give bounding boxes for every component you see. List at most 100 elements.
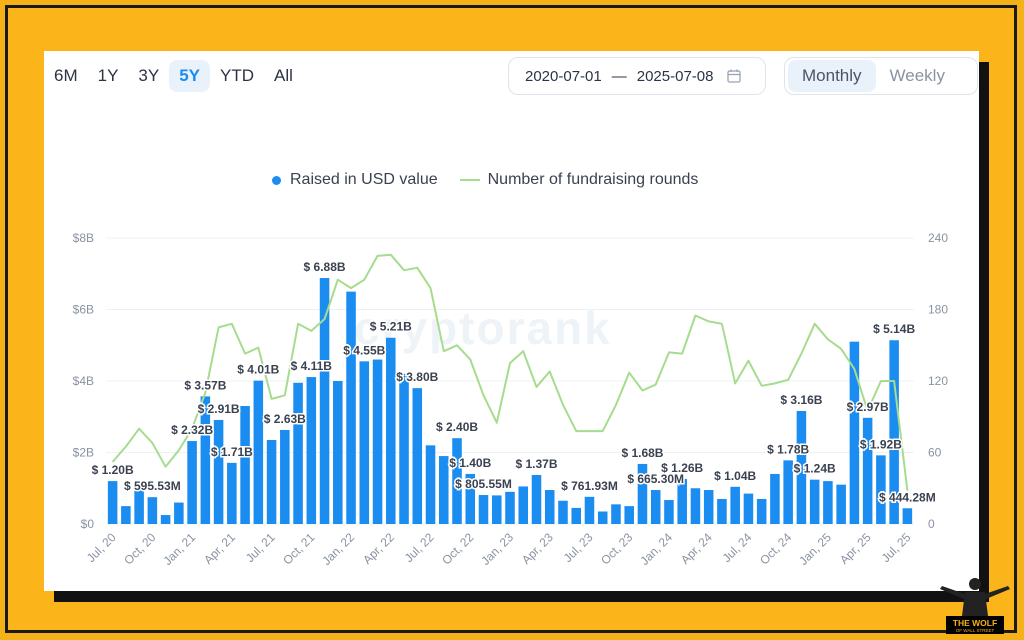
- bar: [174, 502, 184, 524]
- data-label: $ 4.11B: [291, 359, 333, 373]
- x-tick-label: Oct, 20: [121, 530, 158, 567]
- period-3y[interactable]: 3Y: [138, 66, 160, 85]
- bar: [386, 337, 396, 524]
- date-range-picker[interactable]: 2020-07-01 — 2025-07-08: [508, 57, 766, 95]
- bar: [717, 498, 727, 524]
- data-label: $ 1.40B: [449, 456, 491, 470]
- bar: [200, 396, 211, 524]
- date-from: 2020-07-01: [525, 67, 602, 85]
- y-tick-right: 180: [928, 303, 948, 317]
- bar: [372, 359, 383, 524]
- data-label: $ 665.30M: [627, 472, 684, 486]
- x-tick-label: Jul, 21: [243, 530, 278, 565]
- data-label: $ 4.01B: [237, 363, 279, 377]
- y-tick-left: $2B: [73, 446, 94, 460]
- bar: [809, 479, 820, 524]
- x-tick-label: Jan, 25: [796, 530, 834, 568]
- data-label: $ 444.28M: [879, 490, 936, 504]
- bar: [677, 478, 687, 524]
- x-tick-label: Apr, 22: [360, 530, 397, 567]
- data-label: $ 761.93M: [561, 479, 618, 493]
- interval-weekly[interactable]: Weekly: [889, 66, 945, 85]
- bar: [518, 486, 529, 524]
- period-1y[interactable]: 1Y: [97, 66, 119, 85]
- x-tick-label: Oct, 21: [280, 530, 317, 567]
- data-label: $ 5.14B: [873, 322, 915, 336]
- data-label: $ 1.68B: [621, 446, 663, 460]
- bar: [240, 406, 250, 524]
- chart-legend: Raised in USD value Number of fundraisin…: [272, 171, 698, 189]
- x-tick-label: Jul, 25: [879, 530, 914, 565]
- interval-monthly[interactable]: Monthly: [788, 60, 876, 92]
- y-tick-right: 0: [928, 517, 935, 531]
- bar: [187, 441, 197, 524]
- x-tick-label: Apr, 24: [678, 530, 715, 567]
- bar: [558, 500, 568, 524]
- x-tick-label: Oct, 24: [757, 530, 794, 567]
- data-label: $ 1.26B: [661, 461, 703, 475]
- y-tick-left: $8B: [73, 231, 94, 245]
- period-all[interactable]: All: [274, 66, 293, 85]
- data-label: $ 3.16B: [780, 393, 822, 407]
- bar: [399, 373, 409, 524]
- x-tick-label: Jul, 23: [561, 530, 596, 565]
- calendar-icon[interactable]: [727, 69, 742, 83]
- data-label: $ 1.04B: [714, 469, 756, 483]
- bar: [796, 411, 807, 524]
- legend-bar-marker: [272, 175, 281, 185]
- date-separator: —: [611, 67, 627, 85]
- bar: [293, 382, 303, 524]
- bar: [491, 495, 502, 524]
- bar: [544, 490, 555, 524]
- legend-item-rounds[interactable]: Number of fundraising rounds: [487, 171, 699, 188]
- bar: [478, 495, 489, 524]
- x-tick-label: Apr, 21: [201, 530, 238, 567]
- x-tick-label: Apr, 25: [837, 530, 874, 567]
- bar: [531, 475, 542, 524]
- y-tick-right: 120: [928, 374, 948, 388]
- bar: [280, 429, 290, 524]
- x-tick-label: Jan, 21: [160, 530, 198, 568]
- data-label: $ 2.40B: [436, 420, 478, 434]
- x-tick-label: Apr, 23: [519, 530, 556, 567]
- bar: [783, 460, 793, 524]
- bar: [266, 439, 277, 524]
- bar: [770, 473, 780, 524]
- chart-card: 6M 1Y 3Y 5Y YTD All 2020-07-01 — 2025-07…: [44, 51, 979, 591]
- bar: [319, 278, 330, 524]
- bar: [227, 462, 237, 524]
- period-6m[interactable]: 6M: [54, 66, 78, 85]
- x-tick-label: Jul, 22: [402, 530, 437, 565]
- bar: [889, 340, 899, 524]
- chart-plot: $0 $2B $4B $6B $8B 0 60 120 180 240 $ 1.20B $ 595.5…: [73, 231, 949, 568]
- data-label: $ 1.78B: [767, 442, 809, 456]
- bar: [505, 491, 515, 524]
- bar: [823, 481, 833, 524]
- data-label: $ 2.91B: [198, 402, 240, 416]
- bar: [107, 481, 118, 524]
- bar: [134, 486, 144, 524]
- data-label: $ 1.37B: [515, 457, 557, 471]
- bar: [439, 456, 449, 524]
- bar: [862, 417, 873, 524]
- data-label: $ 1.20B: [92, 463, 134, 477]
- period-5y[interactable]: 5Y: [169, 60, 211, 92]
- bar: [624, 506, 634, 524]
- bar: [359, 361, 370, 524]
- y-tick-left: $4B: [73, 374, 94, 388]
- data-label: $ 4.55B: [343, 343, 385, 357]
- x-tick-label: Jul, 24: [720, 530, 755, 565]
- bar: [147, 497, 158, 524]
- y-tick-right: 60: [928, 446, 942, 460]
- legend-item-raised[interactable]: Raised in USD value: [290, 171, 438, 188]
- bar: [160, 515, 171, 524]
- x-tick-label: Jan, 24: [637, 530, 675, 568]
- bar: [306, 377, 317, 524]
- data-label: $ 3.80B: [396, 370, 438, 384]
- period-ytd[interactable]: YTD: [220, 66, 255, 85]
- data-label: $ 5.21B: [370, 320, 412, 334]
- bar: [664, 500, 674, 524]
- period-selector: 6M 1Y 3Y 5Y YTD All: [44, 60, 303, 92]
- bar: [121, 506, 131, 524]
- bar: [730, 486, 740, 524]
